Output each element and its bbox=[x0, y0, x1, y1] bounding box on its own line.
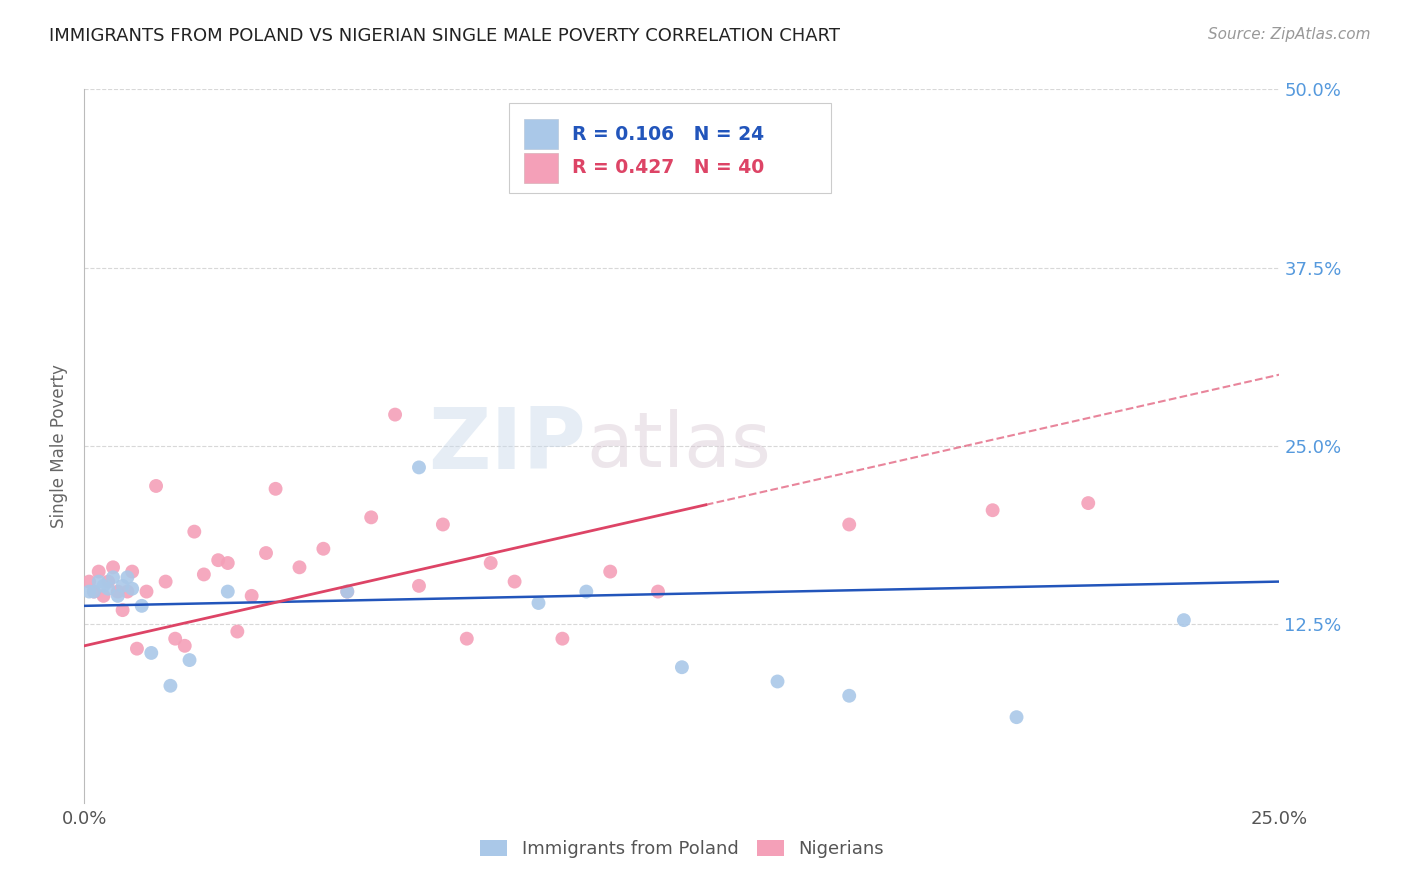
Point bbox=[165, 632, 187, 646]
Point bbox=[527, 596, 550, 610]
Point bbox=[83, 584, 105, 599]
Point bbox=[117, 570, 139, 584]
Point bbox=[97, 574, 120, 589]
Point bbox=[111, 603, 134, 617]
Point bbox=[87, 574, 110, 589]
Point bbox=[575, 584, 598, 599]
Legend: Immigrants from Poland, Nigerians: Immigrants from Poland, Nigerians bbox=[472, 832, 891, 865]
Point bbox=[479, 556, 502, 570]
Point bbox=[671, 660, 693, 674]
Point bbox=[408, 579, 430, 593]
Point bbox=[226, 624, 249, 639]
Point bbox=[101, 560, 124, 574]
Point bbox=[193, 567, 215, 582]
Point bbox=[183, 524, 205, 539]
Point bbox=[981, 503, 1004, 517]
Point bbox=[336, 584, 359, 599]
Point bbox=[207, 553, 229, 567]
Point bbox=[288, 560, 311, 574]
Point bbox=[217, 584, 239, 599]
Point bbox=[155, 574, 177, 589]
FancyBboxPatch shape bbox=[509, 103, 831, 193]
Point bbox=[336, 584, 359, 599]
Point bbox=[97, 582, 120, 596]
Point bbox=[240, 589, 263, 603]
Point bbox=[77, 574, 100, 589]
Point bbox=[432, 517, 454, 532]
Point bbox=[647, 584, 669, 599]
FancyBboxPatch shape bbox=[524, 153, 558, 183]
Point bbox=[1077, 496, 1099, 510]
Text: IMMIGRANTS FROM POLAND VS NIGERIAN SINGLE MALE POVERTY CORRELATION CHART: IMMIGRANTS FROM POLAND VS NIGERIAN SINGL… bbox=[49, 27, 841, 45]
Point bbox=[145, 479, 167, 493]
Point bbox=[107, 589, 129, 603]
Text: ZIP: ZIP bbox=[429, 404, 586, 488]
Point bbox=[121, 582, 143, 596]
Point bbox=[838, 517, 860, 532]
Point bbox=[217, 556, 239, 570]
Point bbox=[1173, 613, 1195, 627]
Point bbox=[1005, 710, 1028, 724]
Point bbox=[408, 460, 430, 475]
Point bbox=[135, 584, 157, 599]
Point bbox=[503, 574, 526, 589]
Point bbox=[101, 570, 124, 584]
Point bbox=[93, 579, 115, 593]
Point bbox=[173, 639, 195, 653]
Point bbox=[77, 584, 100, 599]
Point bbox=[117, 584, 139, 599]
Point bbox=[87, 565, 110, 579]
Text: R = 0.427   N = 40: R = 0.427 N = 40 bbox=[572, 158, 765, 178]
Point bbox=[131, 599, 153, 613]
Point bbox=[107, 584, 129, 599]
Point bbox=[264, 482, 287, 496]
Point bbox=[254, 546, 277, 560]
Point bbox=[838, 689, 860, 703]
Point bbox=[599, 565, 621, 579]
Text: Source: ZipAtlas.com: Source: ZipAtlas.com bbox=[1208, 27, 1371, 42]
Point bbox=[121, 565, 143, 579]
Point bbox=[360, 510, 382, 524]
Point bbox=[93, 589, 115, 603]
Point bbox=[111, 579, 134, 593]
Point bbox=[159, 679, 181, 693]
Text: R = 0.106   N = 24: R = 0.106 N = 24 bbox=[572, 125, 763, 144]
Point bbox=[312, 541, 335, 556]
Point bbox=[551, 632, 574, 646]
Point bbox=[125, 641, 148, 656]
Point bbox=[83, 584, 105, 599]
Point bbox=[141, 646, 163, 660]
Text: atlas: atlas bbox=[586, 409, 770, 483]
Point bbox=[456, 632, 478, 646]
Point bbox=[766, 674, 789, 689]
Y-axis label: Single Male Poverty: Single Male Poverty bbox=[51, 364, 69, 528]
FancyBboxPatch shape bbox=[524, 120, 558, 149]
Point bbox=[179, 653, 201, 667]
Point bbox=[384, 408, 406, 422]
